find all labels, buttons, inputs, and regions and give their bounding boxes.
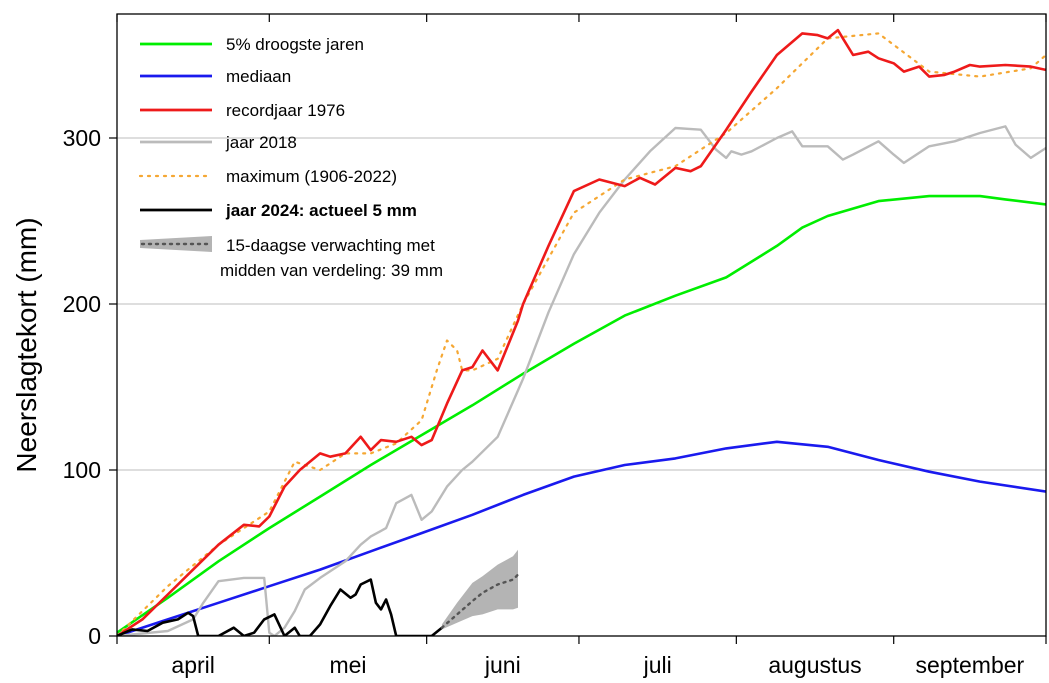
x-tick-label-augustus: augustus	[768, 652, 861, 678]
series-line-4	[117, 32, 1046, 636]
series-line-1	[117, 440, 1046, 636]
legend-label-3: jaar 2018	[225, 133, 297, 152]
series-line-2	[117, 28, 1046, 636]
plot-frame	[116, 13, 1047, 637]
y-axis-label: Neerslagtekort (mm)	[11, 217, 42, 472]
legend-label-4: maximum (1906-2022)	[226, 167, 397, 186]
legend-label-1: mediaan	[226, 67, 291, 86]
x-tick-label-juli: juli	[643, 652, 672, 678]
x-tick-label-april: april	[171, 652, 214, 678]
y-tick-label: 300	[63, 125, 101, 151]
series-line-0	[117, 194, 1046, 634]
legend-label-5: jaar 2024: actueel 5 mm	[225, 201, 417, 220]
y-axis: 0 100 200 300	[63, 125, 117, 649]
series-line-5	[117, 578, 444, 636]
forecast-band	[441, 549, 518, 630]
series-line-3	[117, 125, 1046, 636]
legend: 5% droogste jaren mediaan recordjaar 1976 j…	[138, 35, 443, 280]
x-tick-label-juni: juni	[484, 652, 521, 678]
y-tick-label: 100	[63, 457, 101, 483]
forecast-midline	[440, 573, 520, 629]
legend-label-forecast-1: 15-daagse verwachting met	[226, 236, 435, 255]
y-tick-label: 200	[63, 291, 101, 317]
series-layer	[117, 28, 1046, 636]
x-tick-label-mei: mei	[329, 652, 366, 678]
legend-label-forecast-2: midden van verdeling: 39 mm	[220, 261, 443, 280]
x-axis: april mei juni juli augustus september	[116, 14, 1047, 678]
legend-label-2: recordjaar 1976	[226, 101, 345, 120]
y-tick-label: 0	[88, 623, 101, 649]
x-tick-label-september: september	[916, 652, 1025, 678]
y-gridlines	[117, 137, 1046, 471]
legend-label-0: 5% droogste jaren	[226, 35, 364, 54]
